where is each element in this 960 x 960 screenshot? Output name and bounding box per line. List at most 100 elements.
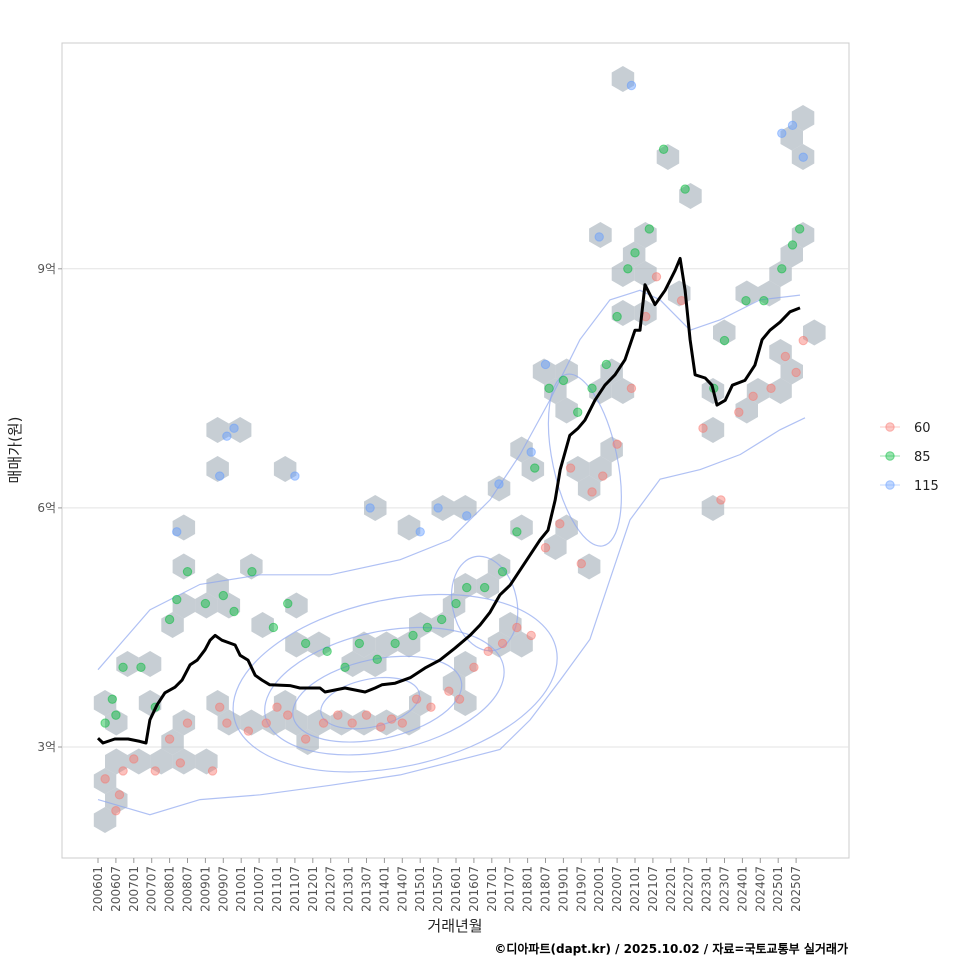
point-85: [200, 598, 211, 609]
point-85: [107, 694, 118, 704]
y-tick-label: 3억: [37, 740, 56, 754]
x-axis-ticks: 200601 200607 200701 200707 200801 200807 2009…: [91, 858, 803, 912]
point-60: [376, 722, 386, 732]
hexbin-cell: [285, 592, 308, 619]
x-tick-label: 202407: [753, 866, 767, 912]
hexbin-cell: [93, 807, 117, 833]
density-contour: [97, 417, 806, 816]
x-tick-label: 202007: [610, 866, 624, 912]
hexbin-cell: [454, 573, 477, 599]
legend-marker-115: [885, 480, 895, 490]
point-85: [436, 614, 447, 625]
x-tick-label: 201201: [306, 866, 320, 912]
hexbin-cell: [769, 378, 792, 404]
point-60: [444, 686, 454, 696]
density-contour-level: [450, 555, 519, 652]
x-tick-label: 201701: [485, 866, 499, 912]
point-85: [451, 598, 461, 609]
hexbin-cell: [555, 397, 578, 424]
x-axis-title: 거래년월: [427, 917, 482, 935]
x-tick-label: 201001: [234, 866, 248, 912]
point-115: [222, 431, 232, 441]
point-85: [164, 614, 175, 625]
point-85: [623, 264, 633, 274]
x-tick-label: 201307: [360, 866, 374, 912]
x-tick-label: 201601: [449, 866, 463, 912]
x-tick-label: 200907: [216, 866, 230, 912]
point-85: [497, 566, 508, 577]
hexbin-cell: [93, 690, 117, 716]
point-60: [114, 790, 125, 800]
point-60: [411, 694, 422, 704]
x-tick-label: 201207: [324, 866, 338, 912]
x-tick-label: 201401: [377, 866, 391, 912]
hexbin-cell: [285, 631, 308, 658]
point-60: [612, 439, 622, 449]
hexbin-cell: [172, 514, 196, 541]
hexbin-cell: [172, 592, 196, 619]
point-60: [215, 702, 225, 712]
x-tick-label: 200701: [127, 866, 141, 912]
point-115: [787, 120, 798, 131]
point-85: [658, 144, 669, 154]
x-tick-label: 201107: [288, 866, 302, 912]
point-60: [766, 383, 776, 394]
point-60: [300, 734, 311, 744]
hexbin-cell: [195, 592, 218, 619]
point-85: [229, 606, 239, 617]
point-60: [780, 351, 791, 362]
point-60: [698, 423, 708, 433]
point-60: [164, 734, 175, 744]
point-60: [318, 718, 329, 728]
hexbin-cell: [622, 241, 646, 268]
point-85: [136, 662, 146, 672]
hexbin-cell: [611, 378, 635, 404]
x-tick-label: 202401: [735, 866, 749, 912]
hexbin-cell: [352, 631, 376, 658]
point-85: [390, 638, 400, 649]
hexbin-cell: [803, 319, 826, 346]
hexbin-cell: [746, 378, 770, 404]
point-85: [283, 598, 293, 609]
x-tick-label: 201907: [574, 866, 588, 912]
point-60: [426, 702, 436, 712]
point-85: [462, 582, 472, 593]
density-contour-level: [320, 676, 420, 730]
y-tick-label: 6억: [37, 501, 56, 515]
hexbin-cell: [476, 573, 500, 599]
point-85: [268, 622, 279, 633]
hexbin-cell: [791, 144, 815, 170]
hexbin-cell: [240, 709, 263, 736]
point-85: [530, 463, 540, 473]
point-85: [218, 590, 229, 601]
hexbin-cell: [150, 748, 173, 775]
point-60: [175, 758, 186, 768]
x-tick-label: 200801: [163, 866, 177, 912]
point-85: [680, 184, 690, 194]
point-60: [791, 367, 801, 378]
hexbin-cell: [240, 553, 263, 580]
point-115: [462, 511, 472, 521]
legend-marker-85: [885, 451, 895, 461]
point-60: [555, 519, 565, 529]
point-115: [172, 527, 182, 537]
point-115: [494, 479, 504, 489]
legend-label: 85: [914, 450, 931, 465]
point-60: [526, 630, 536, 641]
point-115: [540, 359, 551, 370]
hexbin-cell: [510, 514, 533, 541]
hexbins: [93, 66, 826, 833]
x-tick-label: 202001: [592, 866, 606, 912]
point-60: [150, 766, 160, 776]
point-85: [340, 662, 350, 672]
point-85: [182, 566, 193, 577]
x-tick-label: 201607: [467, 866, 481, 912]
hexbin-cell: [544, 534, 567, 560]
point-60: [540, 543, 551, 553]
x-tick-label: 202201: [664, 866, 678, 912]
hexbin-cell: [510, 631, 533, 658]
trend-line: [96, 256, 801, 745]
legend: 60 85 115: [880, 421, 939, 494]
hexbin-cell: [172, 748, 196, 775]
point-60: [118, 766, 128, 776]
